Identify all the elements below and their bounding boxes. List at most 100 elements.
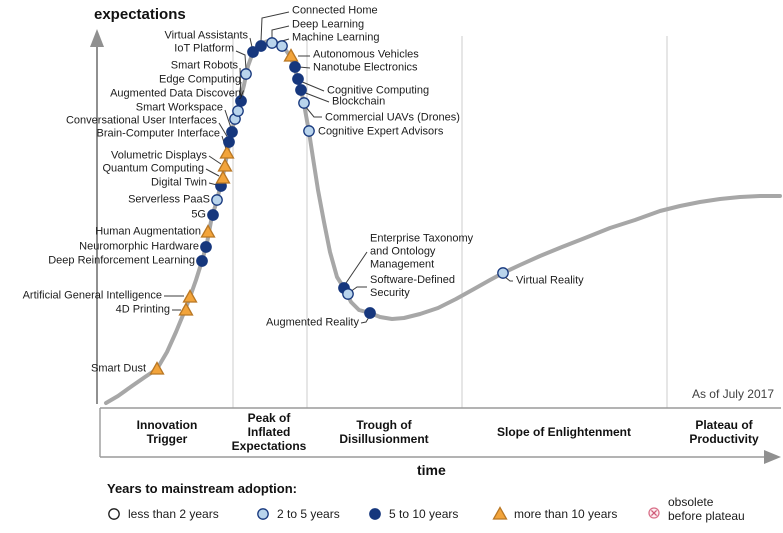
point-marker-iot-platform xyxy=(240,68,252,80)
legend-5to10-icon xyxy=(369,508,381,520)
point-label-smart-robots: Smart Robots xyxy=(170,59,238,72)
point-label-iot-platform: IoT Platform xyxy=(174,42,234,55)
legend-gt10-glyph xyxy=(492,506,508,520)
legend-obsolete-glyph xyxy=(648,507,660,519)
point-marker-serverless-paas xyxy=(211,194,223,206)
point-marker-smart-workspace xyxy=(226,126,238,138)
as-of-date: As of July 2017 xyxy=(691,387,774,401)
phase-label-plateau-of: Plateau of Productivity xyxy=(689,418,759,446)
legend-gt10-icon xyxy=(492,506,508,520)
connector-deep-learning xyxy=(271,25,290,38)
connector-virtual-reality xyxy=(504,276,513,282)
point-markers xyxy=(149,37,509,375)
y-axis xyxy=(90,29,104,404)
connector-commercial-uavs-drones xyxy=(304,105,322,118)
point-marker-edge-computing xyxy=(232,105,244,117)
point-label-artificial-general-intelligence: Artificial General Intelligence xyxy=(22,289,162,302)
point-marker-software-defined xyxy=(342,288,354,300)
point-label-commercial-uavs-drones: Commercial UAVs (Drones) xyxy=(325,111,460,124)
x-axis-title: time xyxy=(417,462,446,478)
connector-smart-robots xyxy=(239,67,242,98)
connector-smart-workspace xyxy=(224,109,232,129)
point-label-nanotube-electronics: Nanotube Electronics xyxy=(313,61,418,74)
point-label-4d-printing: 4D Printing xyxy=(115,303,170,316)
point-label-deep-learning: Deep Learning xyxy=(292,18,365,31)
point-marker-smart-dust xyxy=(149,361,165,375)
y-axis-title: expectations xyxy=(94,6,186,23)
legend-item-label: 2 to 5 years xyxy=(277,507,340,521)
y-axis-arrow-icon xyxy=(90,29,104,47)
point-label-neuromorphic-hardware: Neuromorphic Hardware xyxy=(79,240,199,253)
phase-label-slope-of-enlightenment: Slope of Enlightenment xyxy=(497,425,631,439)
connector-augmented-reality xyxy=(360,316,370,324)
point-label-conversational-user-interfaces: Conversational User Interfaces xyxy=(65,114,217,127)
point-marker-autonomous-vehicles xyxy=(283,48,299,62)
legend-item-obsolete: obsolete before plateau xyxy=(646,489,745,523)
point-marker-connected-home xyxy=(255,40,267,52)
point-marker-commercial-uavs-drones xyxy=(298,97,310,109)
point-label-autonomous-vehicles: Autonomous Vehicles xyxy=(313,48,419,61)
point-label-human-augmentation: Human Augmentation xyxy=(95,225,201,238)
point-marker-machine-learning xyxy=(276,40,288,52)
point-label-cognitive-computing: Cognitive Computing xyxy=(327,84,430,97)
legend-title: Years to mainstream adoption: xyxy=(107,481,297,496)
point-label-machine-learning: Machine Learning xyxy=(292,31,380,44)
point-label-edge-computing: Edge Computing xyxy=(159,73,241,86)
connector-connected-home xyxy=(260,11,290,42)
point-marker-brain-computer-interface xyxy=(219,145,235,159)
phase-label-trough-of: Trough of Disillusionment xyxy=(339,418,429,446)
point-label-5g: 5G xyxy=(191,208,206,221)
legend-item-label: 5 to 10 years xyxy=(389,507,459,521)
point-marker-5g xyxy=(207,209,219,221)
point-marker-augmented-reality xyxy=(364,307,376,319)
point-marker-human-augmentation xyxy=(200,224,216,238)
point-label-cognitive-expert-advisors: Cognitive Expert Advisors xyxy=(318,125,444,138)
point-marker-blockchain xyxy=(295,84,307,96)
point-marker-smart-robots xyxy=(235,95,247,107)
point-marker-deep-learning xyxy=(266,37,278,49)
legend-item-lt2: less than 2 years xyxy=(106,505,219,523)
point-marker-quantum-computing xyxy=(215,170,231,184)
point-label-brain-computer-interface: Brain-Computer Interface xyxy=(96,127,221,140)
point-marker-virtual-reality xyxy=(497,267,509,279)
legend-item-label: more than 10 years xyxy=(514,507,618,521)
point-label-connected-home: Connected Home xyxy=(292,4,378,17)
point-label-digital-twin: Digital Twin xyxy=(150,176,207,189)
point-label-deep-reinforcement-learning: Deep Reinforcement Learning xyxy=(48,254,195,267)
point-label-augmented-data-discovery: Augmented Data Discovery xyxy=(110,87,244,100)
legend-item-label: obsolete before plateau xyxy=(668,495,745,523)
point-marker-nanotube-electronics xyxy=(289,61,301,73)
point-label-virtual-assistants: Virtual Assistants xyxy=(164,29,248,42)
legend-2to5-icon xyxy=(257,508,269,520)
connector-conversational-user-interfaces xyxy=(218,122,229,139)
point-marker-cognitive-computing xyxy=(292,73,304,85)
legend-2to5-glyph xyxy=(257,508,269,520)
point-marker-artificial-general-intelligence xyxy=(182,289,198,303)
legend-item-gt10: more than 10 years xyxy=(492,505,617,523)
point-marker-neuromorphic-hardware xyxy=(200,241,212,253)
point-label-augmented-reality: Augmented Reality xyxy=(266,316,359,329)
point-marker-volumetric-displays xyxy=(217,158,233,172)
point-label-software-defined: Software-Defined Security xyxy=(370,274,455,299)
point-marker-virtual-assistants xyxy=(247,46,259,58)
point-label-enterprise-taxonomy: Enterprise Taxonomy and Ontology Managem… xyxy=(370,232,474,271)
time-axis-arrow-icon xyxy=(764,450,781,464)
connector-iot-platform xyxy=(235,50,247,70)
connector-blockchain xyxy=(302,91,330,103)
legend-item-5to10: 5 to 10 years xyxy=(367,505,458,523)
connector-quantum-computing xyxy=(205,168,220,177)
point-label-quantum-computing: Quantum Computing xyxy=(102,162,205,175)
legend-lt2-icon xyxy=(108,508,120,520)
point-label-smart-workspace: Smart Workspace xyxy=(135,101,223,114)
connector-cognitive-computing xyxy=(299,80,325,92)
phase-label-peak-of: Peak of Inflated Expectations xyxy=(231,411,307,453)
point-label-volumetric-displays: Volumetric Displays xyxy=(111,149,207,162)
legend-5to10-glyph xyxy=(369,508,381,520)
connector-volumetric-displays xyxy=(208,155,222,165)
connector-virtual-assistants xyxy=(249,37,253,48)
connector-enterprise-taxonomy xyxy=(345,251,368,284)
point-marker-4d-printing xyxy=(178,302,194,316)
phase-label-innovation: Innovation Trigger xyxy=(136,418,198,446)
